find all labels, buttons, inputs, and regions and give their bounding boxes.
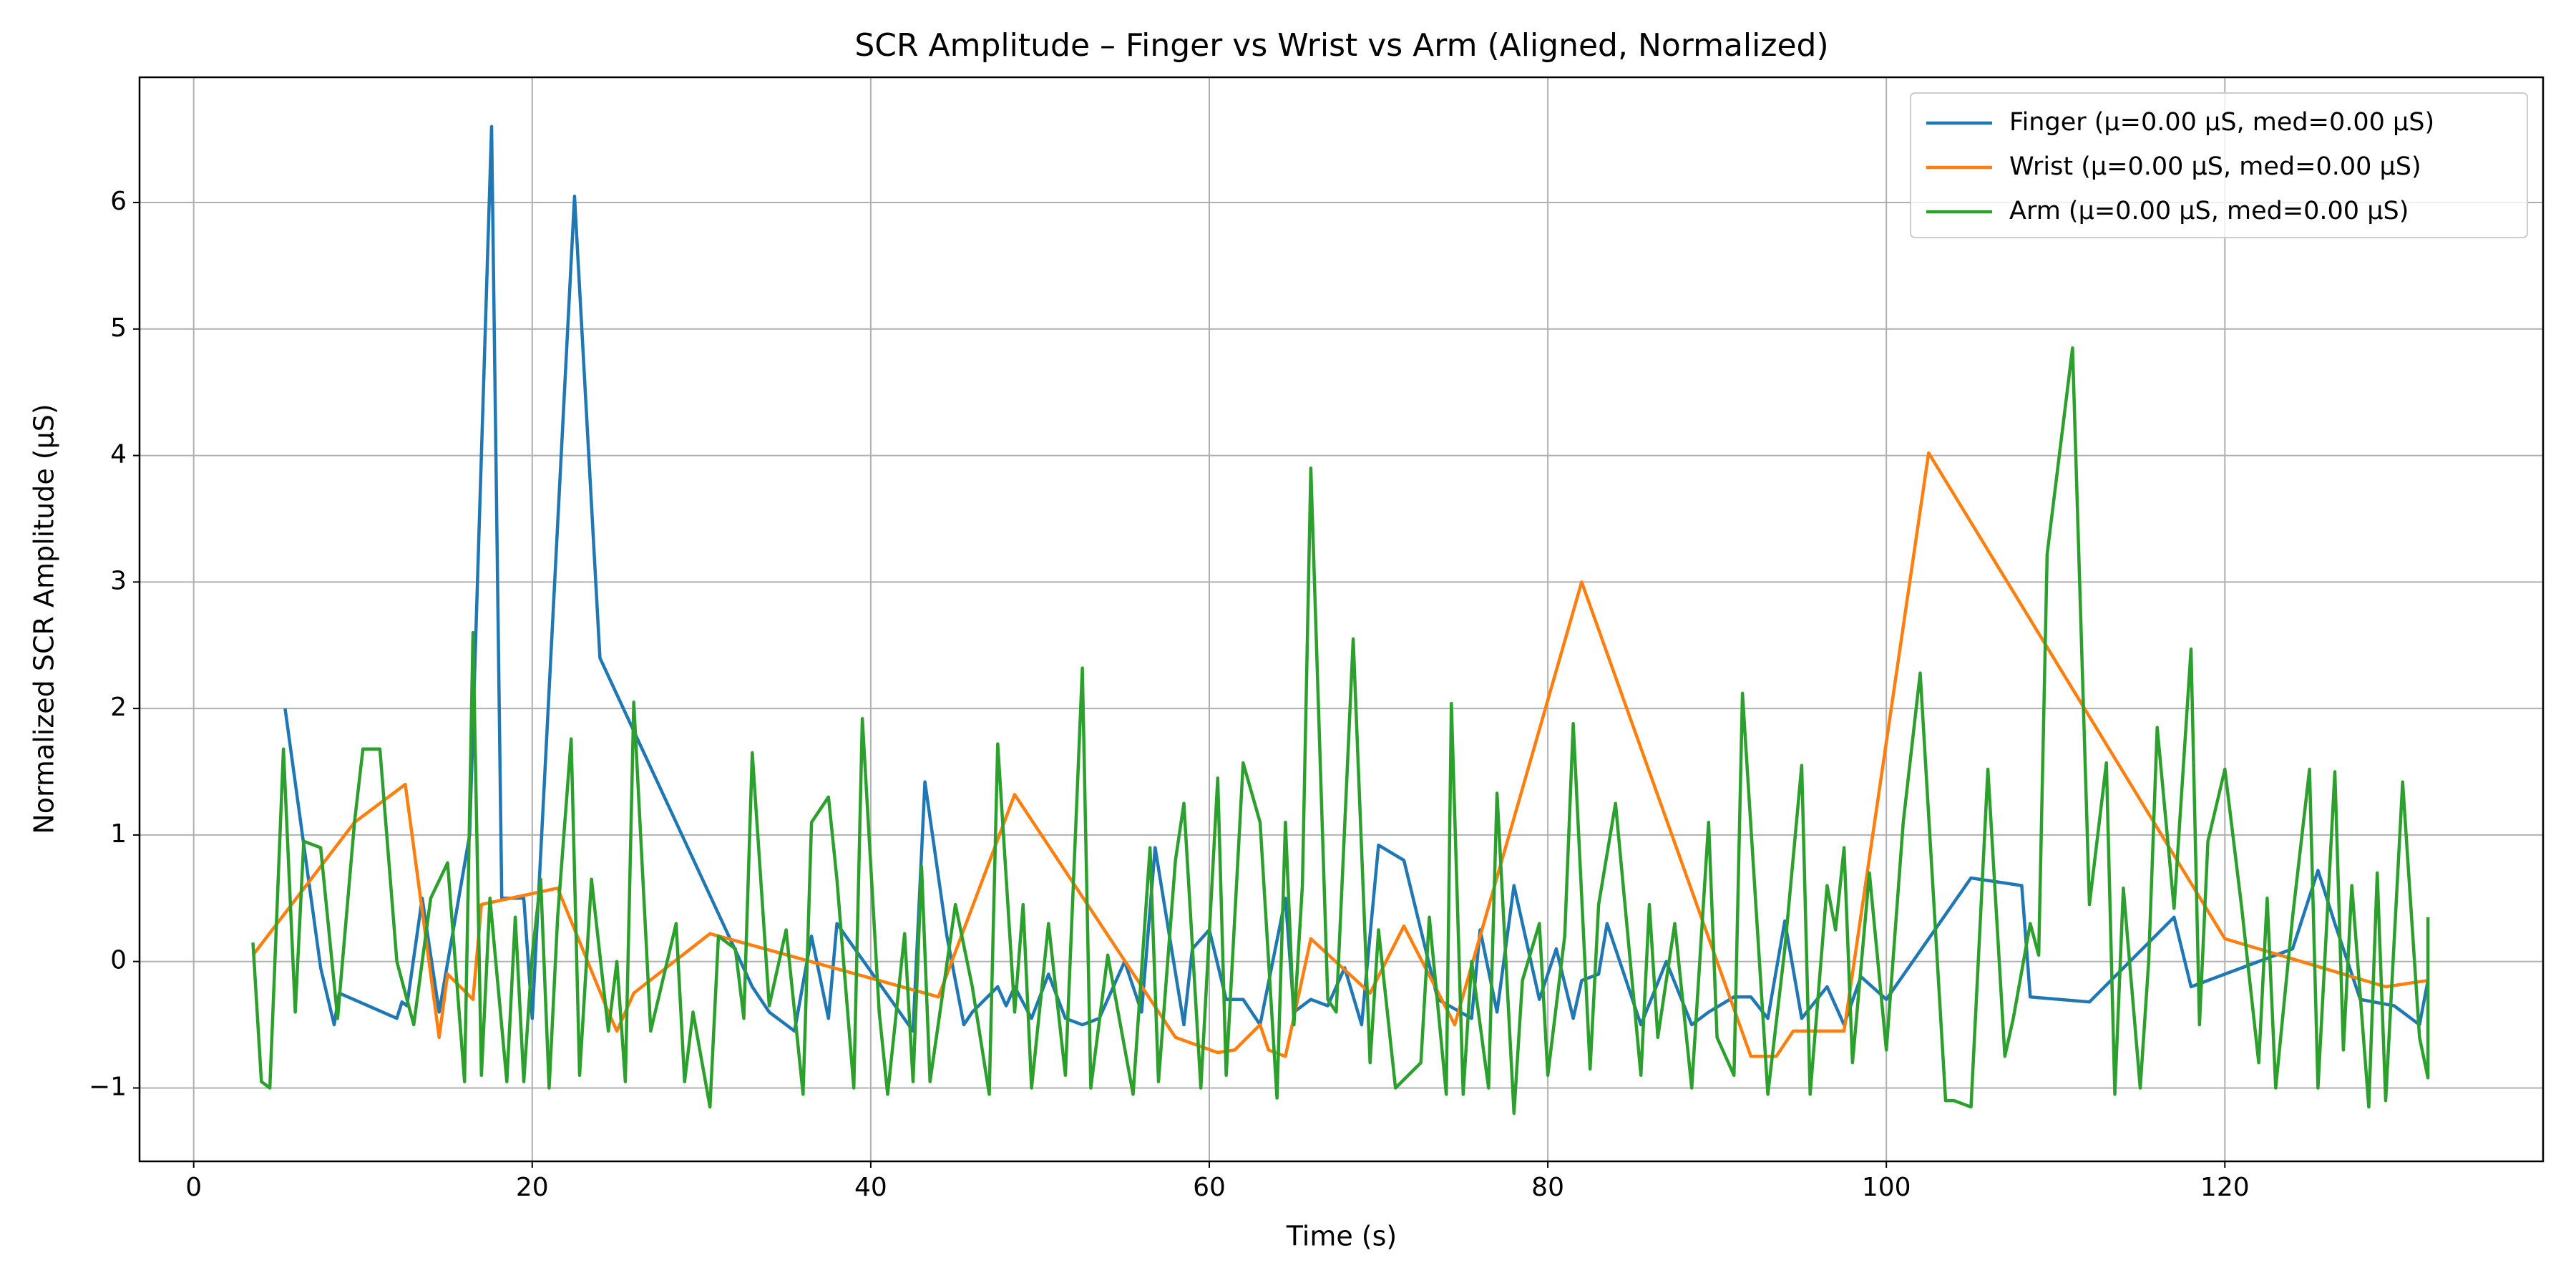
y-tick-label: 5: [110, 313, 127, 343]
legend-box: [1910, 92, 2528, 238]
x-axis-label: Time (s): [1286, 1221, 1397, 1252]
data-line: [251, 346, 2430, 1116]
x-tick-label: 60: [1193, 1173, 1226, 1202]
legend-label: Wrist (μ=0.00 μS, med=0.00 μS): [2009, 152, 2421, 181]
y-tick-label: 2: [110, 693, 127, 722]
y-tick-label: 1: [110, 819, 127, 849]
x-tick-label: 100: [1862, 1173, 1911, 1202]
x-tick-label: 0: [185, 1173, 202, 1202]
y-tick-label: 4: [110, 440, 127, 469]
chart-title: SCR Amplitude – Finger vs Wrist vs Arm (…: [854, 27, 1828, 64]
x-tick-label: 40: [854, 1173, 887, 1202]
plot-frame: [138, 76, 2545, 1163]
data-line: [251, 451, 2429, 1058]
x-tick-label: 120: [2200, 1173, 2250, 1202]
y-tick-label: 6: [110, 187, 127, 216]
x-tick-label: 20: [516, 1173, 549, 1202]
y-axis-label: Normalized SCR Amplitude (μS): [29, 404, 60, 834]
x-tick-label: 80: [1531, 1173, 1564, 1202]
y-tick-label: 0: [110, 946, 127, 975]
y-tick-label: 3: [110, 566, 127, 595]
legend-label: Finger (μ=0.00 μS, med=0.00 μS): [2009, 108, 2434, 137]
legend-label: Arm (μ=0.00 μS, med=0.00 μS): [2009, 197, 2409, 225]
y-tick-label: −1: [89, 1072, 127, 1101]
plot-area: [251, 125, 2430, 1116]
